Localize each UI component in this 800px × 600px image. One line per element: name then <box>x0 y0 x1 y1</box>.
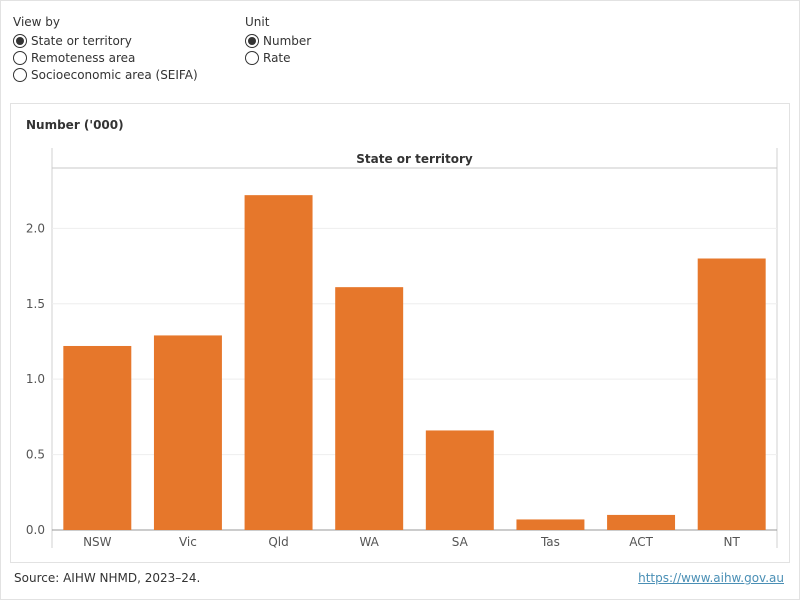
view-by-filter: View by State or territory Remoteness ar… <box>13 14 198 83</box>
view-by-option-remoteness[interactable]: Remoteness area <box>13 49 198 66</box>
y-tick-label: 1.5 <box>26 297 45 311</box>
unit-option-rate[interactable]: Rate <box>245 49 311 66</box>
y-tick-label: 0.5 <box>26 448 45 462</box>
x-tick-label: Tas <box>540 535 560 549</box>
radio-selected-icon[interactable] <box>245 33 259 48</box>
unit-title: Unit <box>245 15 270 29</box>
view-by-option-seifa[interactable]: Socioeconomic area (SEIFA) <box>13 66 198 83</box>
radio-icon[interactable] <box>245 50 259 65</box>
x-tick-label: Vic <box>179 535 197 549</box>
x-tick-label: ACT <box>629 535 653 549</box>
option-label: State or territory <box>31 33 132 48</box>
y-axis-title: Number ('000) <box>26 118 124 132</box>
view-by-title: View by <box>13 15 61 29</box>
panel-header: State or territory <box>356 152 473 166</box>
y-tick-label: 0.0 <box>26 523 45 537</box>
unit-option-number[interactable]: Number <box>245 32 311 49</box>
option-label: Number <box>263 33 312 48</box>
x-tick-label: NSW <box>83 535 112 549</box>
aihw-link[interactable]: https://www.aihw.gov.au <box>638 571 784 585</box>
bar-sa <box>425 430 494 530</box>
radio-selected-icon[interactable] <box>13 33 27 48</box>
x-tick-label: NT <box>724 535 741 549</box>
bar-vic <box>153 335 222 530</box>
option-label: Socioeconomic area (SEIFA) <box>31 67 198 82</box>
radio-icon[interactable] <box>13 67 27 82</box>
x-tick-label: SA <box>452 535 469 549</box>
bar-nt <box>697 258 766 530</box>
source-note: Source: AIHW NHMD, 2023–24. <box>14 571 201 585</box>
bar-nsw <box>63 345 132 530</box>
bar-act <box>607 514 676 530</box>
x-tick-label: WA <box>359 535 379 549</box>
bar-wa <box>335 287 404 530</box>
y-tick-label: 1.0 <box>26 372 45 386</box>
x-tick-label: Qld <box>268 535 288 549</box>
unit-filter: Unit Number Rate <box>245 14 311 66</box>
y-tick-label: 2.0 <box>26 221 45 235</box>
chart-card <box>10 103 790 563</box>
option-label: Remoteness area <box>31 50 136 65</box>
option-label: Rate <box>263 50 291 65</box>
bar-tas <box>516 519 585 530</box>
bar-qld <box>244 195 313 530</box>
radio-icon[interactable] <box>13 50 27 65</box>
view-by-option-state[interactable]: State or territory <box>13 32 198 49</box>
